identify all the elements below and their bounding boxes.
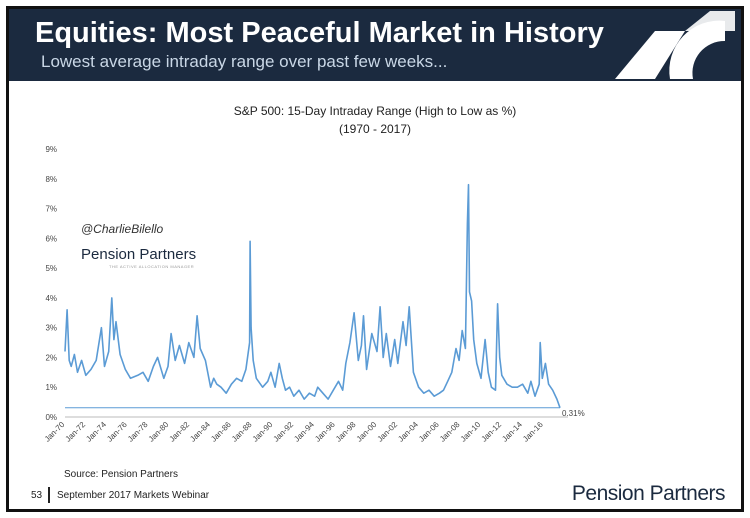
x-tick-label: Jan-70: [43, 420, 67, 444]
y-tick-label: 1%: [45, 383, 57, 392]
x-tick-label: Jan-04: [396, 420, 420, 444]
x-tick-label: Jan-92: [272, 420, 296, 444]
watermark-tagline: THE ACTIVE ALLOCATION MANAGER: [109, 264, 195, 269]
x-tick-label: Jan-74: [84, 420, 108, 444]
header-banner: Equities: Most Peaceful Market in Histor…: [9, 9, 741, 81]
footer-logo: Pension Partners: [571, 482, 726, 505]
author-handle: @CharlieBilello: [81, 222, 164, 236]
watermark-brand: Pension Partners: [81, 246, 197, 263]
series-line: [64, 183, 561, 409]
x-tick-label: Jan-08: [438, 420, 462, 444]
y-tick-label: 5%: [45, 264, 57, 273]
x-tick-label: Jan-00: [355, 420, 379, 444]
y-tick-label: 9%: [45, 145, 57, 154]
x-tick-label: Jan-84: [188, 420, 212, 444]
x-tick-label: Jan-96: [313, 420, 337, 444]
x-tick-label: Jan-14: [500, 420, 524, 444]
line-chart: 0%1%2%3%4%5%6%7%8%9%Jan-70Jan-72Jan-74Ja…: [43, 145, 585, 444]
footer-divider: [48, 487, 50, 503]
y-tick-label: 8%: [45, 175, 57, 184]
y-tick-label: 3%: [45, 324, 57, 333]
x-tick-label: Jan-86: [209, 420, 233, 444]
footer-text: September 2017 Markets Webinar: [57, 490, 210, 501]
x-tick-label: Jan-06: [417, 420, 441, 444]
y-tick-label: 0%: [45, 413, 57, 422]
source-note: Source: Pension Partners: [64, 469, 178, 480]
y-tick-label: 7%: [45, 205, 57, 214]
chart-title: S&P 500: 15-Day Intraday Range (High to …: [233, 104, 517, 118]
x-tick-label: Jan-80: [147, 420, 171, 444]
x-tick-label: Jan-94: [292, 420, 316, 444]
x-tick-label: Jan-98: [334, 420, 358, 444]
x-tick-label: Jan-02: [376, 420, 400, 444]
annotation-label: 0.31%: [562, 409, 585, 418]
x-tick-label: Jan-16: [521, 420, 545, 444]
y-tick-label: 6%: [45, 234, 57, 243]
slide-subtitle: Lowest average intraday range over past …: [41, 52, 448, 71]
slide-frame: Equities: Most Peaceful Market in Histor…: [6, 6, 744, 512]
x-tick-label: Jan-82: [168, 420, 192, 444]
y-tick-label: 2%: [45, 353, 57, 362]
x-tick-label: Jan-78: [126, 420, 150, 444]
footer: 53 September 2017 Markets Webinar Pensio…: [9, 482, 741, 509]
x-tick-label: Jan-12: [480, 420, 504, 444]
y-tick-label: 4%: [45, 294, 57, 303]
x-tick-label: Jan-76: [105, 420, 129, 444]
x-tick-label: Jan-90: [251, 420, 275, 444]
x-tick-label: Jan-10: [459, 420, 483, 444]
chart-subtitle: (1970 - 2017): [338, 122, 412, 136]
brand-logo-icon: [615, 11, 735, 79]
page-number: 53: [31, 490, 43, 501]
x-tick-label: Jan-88: [230, 420, 254, 444]
slide-title: Equities: Most Peaceful Market in Histor…: [35, 17, 604, 49]
x-tick-label: Jan-72: [64, 420, 88, 444]
